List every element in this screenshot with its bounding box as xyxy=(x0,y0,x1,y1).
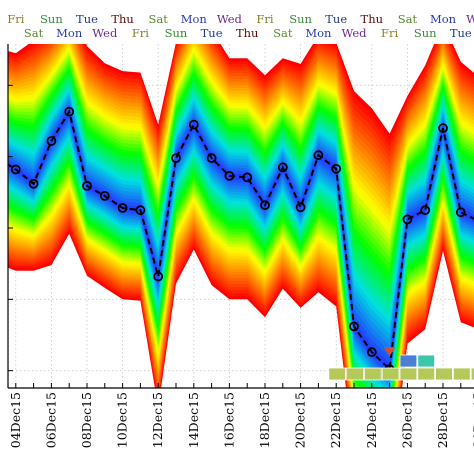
weekday-label: Sat xyxy=(273,26,293,40)
weekday-label: Tue xyxy=(450,26,472,40)
data-point xyxy=(224,170,235,181)
x-tick-label: 28Dec15 xyxy=(435,392,450,448)
data-point xyxy=(46,136,57,146)
data-point xyxy=(313,150,324,161)
axes xyxy=(7,44,474,389)
x-tick-label: 26Dec15 xyxy=(399,392,414,448)
weekday-label: Fri xyxy=(7,12,24,26)
calendar-marker xyxy=(383,347,396,356)
data-point xyxy=(117,203,128,213)
weekday-label: Tue xyxy=(325,12,347,26)
weekday-label: Wed xyxy=(217,12,243,26)
x-tick-label: 12Dec15 xyxy=(150,392,165,448)
band-layer-36 xyxy=(8,101,474,382)
calendar-cell xyxy=(417,367,435,381)
data-point xyxy=(153,271,164,282)
weekday-label: Sun xyxy=(289,12,312,26)
date-tick-labels: 04Dec15 06Dec15 08Dec15 10Dec15 12Dec15 14Dec… xyxy=(8,392,474,448)
data-point xyxy=(99,190,110,201)
data-point xyxy=(455,207,466,218)
data-point xyxy=(0,154,2,162)
calendar-strip xyxy=(328,347,474,381)
weekday-label: Tue xyxy=(76,12,98,26)
data-point xyxy=(260,200,270,211)
weekday-label: Fri xyxy=(256,12,273,26)
data-point xyxy=(10,164,21,175)
band-layer-39 xyxy=(8,109,474,373)
weekday-label: Mon xyxy=(181,12,208,26)
calendar-cell xyxy=(328,367,346,381)
x-tick-label: 22Dec15 xyxy=(328,392,343,448)
weekday-label: Fri xyxy=(132,26,149,40)
x-tick-label: 24Dec15 xyxy=(364,392,379,448)
weekday-label: Thu xyxy=(236,26,258,40)
x-tick-label: 08Dec15 xyxy=(79,392,94,448)
x-tick-label: 14Dec15 xyxy=(186,392,201,448)
data-point xyxy=(420,205,431,216)
data-point xyxy=(331,163,342,174)
data-point xyxy=(64,106,75,117)
x-tick-label: 04Dec15 xyxy=(8,392,23,448)
data-point xyxy=(135,205,146,216)
x-tick-label: 20Dec15 xyxy=(293,392,308,448)
x-tick-label: 30Dec15 xyxy=(471,392,474,448)
data-point xyxy=(295,202,306,213)
weekday-label: Sun xyxy=(40,12,63,26)
weekday-label: Wed xyxy=(92,26,118,40)
weekday-label: Sun xyxy=(414,26,437,40)
data-point xyxy=(438,123,448,134)
weekday-label: Mon xyxy=(56,26,83,40)
weekday-label: Sat xyxy=(149,12,169,26)
data-point xyxy=(402,214,413,225)
data-point xyxy=(82,180,92,191)
calendar-cell xyxy=(346,367,364,381)
weekday-label: Mon xyxy=(305,26,332,40)
calendar-cell xyxy=(399,354,418,368)
data-point xyxy=(349,321,359,332)
weekday-labels: Fri Sun Tue Thu Sat Mon Wed Fri Sun Tue Thu Sat Mon W… xyxy=(7,12,474,40)
data-point xyxy=(366,347,377,358)
calendar-cell xyxy=(470,367,474,381)
weekday-label: Fri xyxy=(381,26,398,40)
x-tick-label: 06Dec15 xyxy=(43,392,58,448)
x-tick-label: 10Dec15 xyxy=(115,392,130,448)
data-point xyxy=(277,162,288,173)
weekday-label: Sun xyxy=(165,26,188,40)
calendar-cell xyxy=(452,367,471,381)
data-point xyxy=(28,178,39,189)
data-point xyxy=(206,153,217,164)
series-line xyxy=(8,109,474,372)
weekday-label: Wed xyxy=(341,26,367,40)
data-point xyxy=(171,153,181,164)
forecast-series xyxy=(0,106,474,375)
weekday-label: Thu xyxy=(111,12,133,26)
weekday-label: Tue xyxy=(201,26,223,40)
data-point xyxy=(188,119,199,130)
calendar-cell xyxy=(417,354,435,368)
calendar-cell xyxy=(435,367,453,381)
calendar-cell xyxy=(363,367,382,381)
data-point xyxy=(242,172,253,183)
weekday-label: Sat xyxy=(398,12,418,26)
calendar-cell xyxy=(381,367,400,381)
weekday-label: Thu xyxy=(361,12,383,26)
x-tick-label: 18Dec15 xyxy=(257,392,272,448)
weekday-label: Mon xyxy=(430,12,457,26)
weekday-label: Sat xyxy=(24,26,44,40)
calendar-cell xyxy=(399,367,418,381)
weekday-label: Wed xyxy=(466,12,474,26)
x-tick-label: 16Dec15 xyxy=(221,392,236,448)
